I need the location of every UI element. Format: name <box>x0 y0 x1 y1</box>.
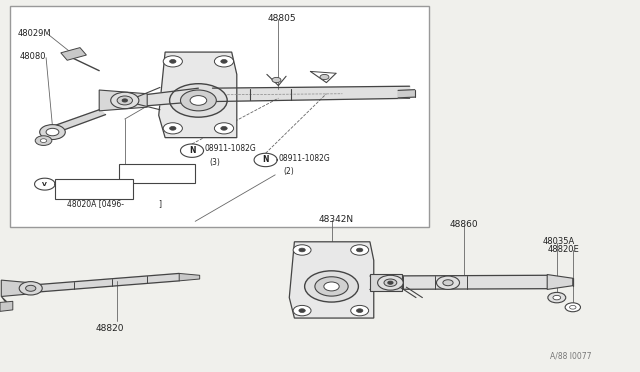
Circle shape <box>40 125 65 140</box>
Polygon shape <box>289 242 374 318</box>
Circle shape <box>170 84 227 117</box>
Text: (3): (3) <box>209 158 220 167</box>
Polygon shape <box>99 90 147 111</box>
FancyBboxPatch shape <box>55 179 133 199</box>
Circle shape <box>570 305 576 309</box>
Text: N: N <box>189 146 195 155</box>
Circle shape <box>35 136 52 145</box>
Polygon shape <box>547 275 573 289</box>
Circle shape <box>443 280 453 286</box>
Text: [0289-0496]: [0289-0496] <box>124 173 168 179</box>
Text: 48342N: 48342N <box>318 215 353 224</box>
Text: 08915-23B1A: 08915-23B1A <box>59 183 107 189</box>
Circle shape <box>111 92 139 109</box>
Circle shape <box>548 292 566 303</box>
Circle shape <box>214 123 234 134</box>
Polygon shape <box>370 274 402 291</box>
Text: N: N <box>262 155 269 164</box>
Circle shape <box>305 271 358 302</box>
Circle shape <box>46 128 59 136</box>
Polygon shape <box>61 48 86 60</box>
Circle shape <box>170 60 176 63</box>
Text: 48860: 48860 <box>450 220 479 229</box>
Circle shape <box>19 282 42 295</box>
Circle shape <box>163 56 182 67</box>
Circle shape <box>221 60 227 63</box>
Polygon shape <box>0 301 13 311</box>
Circle shape <box>221 126 227 130</box>
Text: ]: ] <box>159 199 162 208</box>
Text: 08911-1082G: 08911-1082G <box>205 144 257 153</box>
Circle shape <box>565 303 580 312</box>
Circle shape <box>117 96 132 105</box>
Circle shape <box>315 277 348 296</box>
Text: V: V <box>42 182 47 187</box>
Circle shape <box>384 279 397 286</box>
Circle shape <box>356 248 363 252</box>
Circle shape <box>320 74 329 80</box>
Text: A/88 I0077: A/88 I0077 <box>550 352 592 360</box>
Circle shape <box>214 56 234 67</box>
Text: 48020A: 48020A <box>124 167 154 176</box>
Circle shape <box>378 275 403 290</box>
Circle shape <box>436 276 460 289</box>
Polygon shape <box>42 110 106 136</box>
Circle shape <box>293 305 311 316</box>
Text: (2): (2) <box>283 167 294 176</box>
Circle shape <box>170 126 176 130</box>
Circle shape <box>180 90 216 111</box>
Circle shape <box>356 309 363 312</box>
Text: 48020A [0496-: 48020A [0496- <box>67 199 124 208</box>
Circle shape <box>351 245 369 255</box>
Polygon shape <box>1 280 30 296</box>
Circle shape <box>163 123 182 134</box>
Circle shape <box>122 99 127 102</box>
Polygon shape <box>398 90 415 98</box>
Circle shape <box>324 282 339 291</box>
Text: (2)[0289-0496]: (2)[0289-0496] <box>59 188 113 195</box>
Circle shape <box>553 295 561 300</box>
Circle shape <box>351 305 369 316</box>
Polygon shape <box>370 275 547 289</box>
Text: 48035A: 48035A <box>543 237 575 246</box>
Text: 08911-1082G: 08911-1082G <box>278 154 330 163</box>
Circle shape <box>26 285 36 291</box>
Text: 48805: 48805 <box>268 14 296 23</box>
Polygon shape <box>14 273 179 294</box>
Polygon shape <box>212 86 410 102</box>
Circle shape <box>190 96 207 105</box>
Text: 48820: 48820 <box>96 324 125 333</box>
Polygon shape <box>159 52 237 138</box>
Polygon shape <box>144 88 198 106</box>
FancyBboxPatch shape <box>119 164 195 183</box>
Text: 48029M: 48029M <box>18 29 52 38</box>
Circle shape <box>388 281 393 284</box>
Circle shape <box>272 77 281 83</box>
Polygon shape <box>1 296 12 309</box>
FancyBboxPatch shape <box>10 6 429 227</box>
Text: 48820E: 48820E <box>548 245 580 254</box>
Text: 48080: 48080 <box>19 52 45 61</box>
Circle shape <box>299 248 305 252</box>
Circle shape <box>293 245 311 255</box>
Circle shape <box>40 139 47 142</box>
Polygon shape <box>179 273 200 281</box>
Circle shape <box>299 309 305 312</box>
